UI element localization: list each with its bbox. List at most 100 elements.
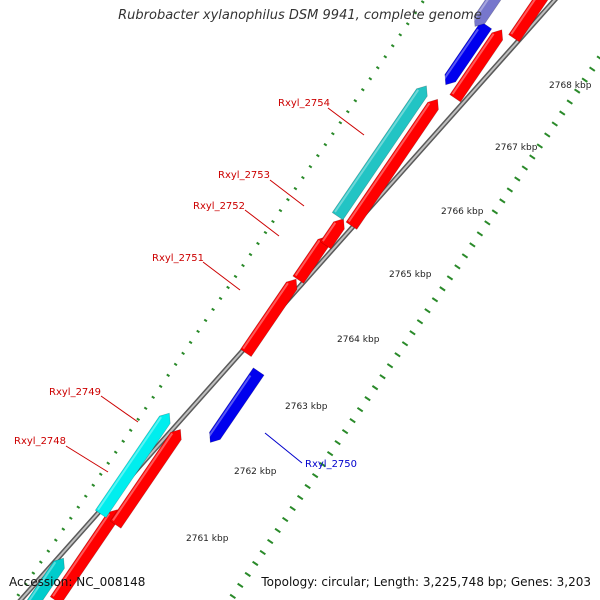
scale-label-2766-kbp: 2766 kbp [441, 207, 484, 217]
tick-mark [46, 549, 51, 553]
gene-top-red-2-body [508, 0, 551, 43]
tick-mark [315, 153, 320, 158]
tick-mark [491, 209, 499, 215]
tick-mark [259, 549, 266, 556]
gene-label-rxyl-2752: Rxyl_2752 [193, 201, 245, 212]
gene-rxyl-2754-red [345, 98, 439, 230]
leader-rxyl-2751 [202, 261, 241, 291]
gene-top-red-2 [508, 0, 551, 43]
leader-rxyl-2753 [269, 179, 305, 207]
gene-top-faded [471, 0, 517, 27]
tick-mark [439, 286, 446, 292]
tick-mark [304, 483, 311, 490]
tick-marks-layer [16, 0, 600, 600]
scale-label-2768-kbp: 2768 kbp [549, 81, 592, 91]
tick-mark [420, 0, 425, 4]
tick-mark [311, 472, 319, 479]
tick-mark [83, 494, 88, 498]
leader-rxyl-2749 [100, 395, 139, 423]
gene-top-faded-body [473, 0, 517, 27]
tick-mark [128, 428, 133, 433]
tick-mark [506, 187, 514, 193]
tick-mark [121, 439, 126, 444]
tick-mark [244, 571, 251, 578]
tick-mark [308, 164, 313, 169]
gene-rxyl-2750 [206, 367, 265, 443]
tick-mark [113, 450, 118, 454]
scale-label-2763-kbp: 2763 kbp [285, 402, 328, 412]
tick-mark [413, 11, 418, 15]
tick-mark [289, 505, 296, 512]
tick-mark [364, 396, 371, 402]
scale-label-2762-kbp: 2762 kbp [234, 467, 277, 477]
tick-mark [106, 461, 111, 465]
feature-rxyl-2754-cyan-shine [334, 89, 420, 213]
tick-mark [237, 582, 244, 589]
leader-rxyl-2750 [264, 432, 303, 464]
tick-mark [319, 461, 326, 468]
tick-mark [431, 297, 439, 303]
tick-mark [248, 252, 253, 257]
tick-mark [338, 120, 343, 125]
tick-mark [323, 142, 328, 147]
tick-mark [271, 219, 275, 224]
tick-mark [68, 516, 73, 520]
tick-mark [267, 538, 274, 545]
gene-label-rxyl-2753: Rxyl_2753 [218, 170, 270, 181]
tick-mark [296, 494, 304, 501]
tick-mark [469, 242, 476, 248]
tick-mark [252, 560, 259, 567]
tick-mark [274, 527, 281, 534]
gene-rxyl-2754-red-shine [347, 102, 431, 223]
feature-lower-left-cyan [24, 557, 65, 600]
tick-mark [229, 593, 236, 600]
tick-mark [61, 527, 66, 531]
scale-label-2765-kbp: 2765 kbp [389, 270, 432, 280]
tick-mark [256, 241, 260, 246]
gene-label-rxyl-2750: Rxyl_2750 [305, 459, 357, 470]
gene-label-rxyl-2754: Rxyl_2754 [278, 98, 330, 109]
leader-rxyl-2754 [327, 107, 365, 136]
scale-label-2761-kbp: 2761 kbp [186, 534, 229, 544]
gene-features-layer [24, 0, 551, 600]
tick-mark [416, 319, 424, 325]
gene-top-red-1-body [449, 29, 504, 103]
gene-rxyl-2750-body [209, 367, 265, 443]
tick-mark [211, 307, 215, 312]
gene-rxyl-2751-body [240, 278, 298, 358]
gene-rxyl-2748-red-shine [112, 432, 174, 521]
gene-rxyl-2751-shine [242, 282, 289, 350]
tick-mark [98, 472, 103, 476]
gene-top-blue-shine [442, 28, 479, 82]
feature-rxyl-2754-cyan-body [331, 85, 428, 221]
gene-rxyl-2753 [319, 218, 345, 250]
accession-text: Accession: NC_008148 [9, 575, 146, 589]
gene-top-blue [442, 21, 493, 86]
tick-mark [405, 22, 410, 26]
tick-mark [356, 407, 364, 413]
tick-mark [559, 110, 566, 116]
tick-mark [136, 417, 141, 422]
tick-mark [241, 263, 245, 268]
tick-mark [151, 395, 156, 400]
tick-mark [394, 352, 401, 358]
tick-mark [263, 230, 268, 235]
tick-mark [581, 77, 588, 83]
tick-mark [91, 483, 96, 487]
tick-mark [196, 329, 200, 334]
tick-mark [499, 198, 506, 204]
gene-label-rxyl-2749: Rxyl_2749 [49, 387, 101, 398]
tick-mark [360, 88, 365, 92]
tick-mark [375, 66, 380, 70]
gene-rxyl-2752-shine [294, 239, 321, 277]
feature-rxyl-2748-2749-cyan [94, 412, 171, 518]
tick-mark [454, 264, 461, 270]
tick-row-inner [229, 55, 600, 600]
labels-layer: 2761 kbp 2762 kbp 2763 kbp 2764 kbp 2765 kbp… [14, 81, 592, 544]
feature-lower-left-cyan-shine [26, 561, 57, 600]
gene-label-rxyl-2751: Rxyl_2751 [152, 253, 204, 264]
feature-rxyl-2748-2749-cyan-body [94, 412, 171, 518]
feature-rxyl-2748-2749-cyan-shine [97, 416, 162, 511]
gene-rxyl-2754-red-body [345, 98, 439, 230]
